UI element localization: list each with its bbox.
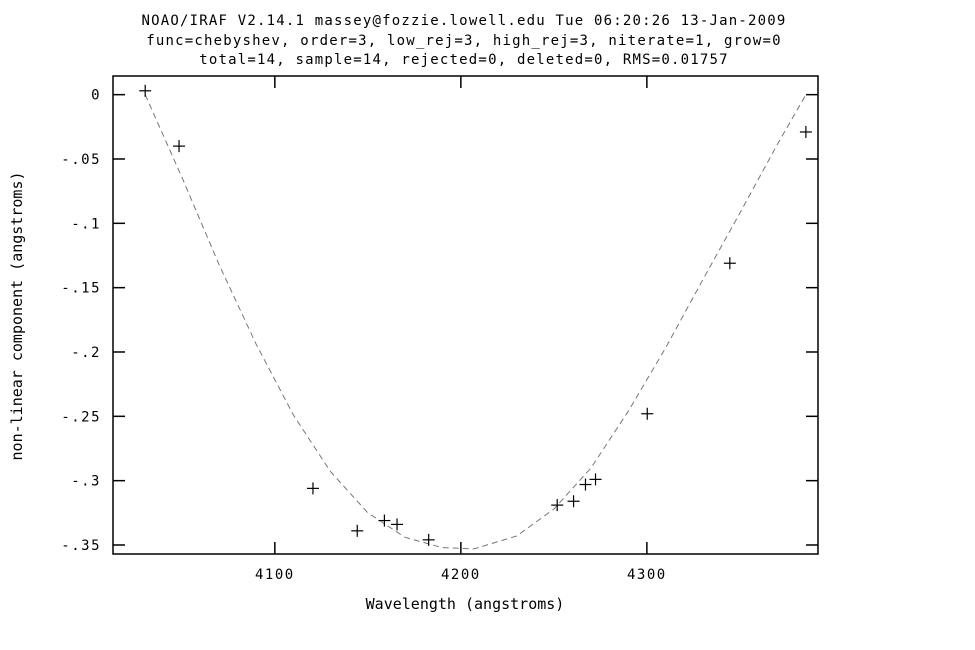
data-point bbox=[378, 514, 391, 527]
x-axis-label: Wavelength (angstroms) bbox=[366, 595, 565, 613]
data-point bbox=[799, 125, 812, 138]
x-tick-label: 4300 bbox=[627, 567, 667, 583]
header-line-2: func=chebyshev, order=3, low_rej=3, high… bbox=[146, 33, 782, 49]
data-point bbox=[579, 478, 592, 491]
x-tick-label: 4200 bbox=[441, 567, 481, 583]
data-point bbox=[306, 482, 319, 495]
y-tick-label: -.05 bbox=[61, 152, 101, 168]
y-tick-label: -.35 bbox=[61, 538, 101, 554]
y-tick-label: -.15 bbox=[61, 281, 101, 297]
y-tick-label: -.25 bbox=[61, 409, 101, 425]
data-point bbox=[641, 407, 654, 420]
header-line-1: NOAO/IRAF V2.14.1 massey@fozzie.lowell.e… bbox=[141, 13, 786, 29]
y-axis-label: non-linear component (angstroms) bbox=[8, 172, 26, 461]
data-point bbox=[589, 473, 602, 486]
y-tick-label: 0 bbox=[91, 88, 101, 104]
y-tick-label: -.1 bbox=[71, 216, 101, 232]
header-line-3: total=14, sample=14, rejected=0, deleted… bbox=[199, 52, 729, 68]
data-point bbox=[723, 257, 736, 270]
data-point bbox=[422, 533, 435, 546]
y-tick-label: -.3 bbox=[71, 474, 101, 490]
data-point bbox=[391, 518, 404, 531]
plot-frame bbox=[112, 75, 819, 555]
y-axis-ticks: 0 -.05 -.1 -.15 -.2 -.25 -.3 -.35 bbox=[61, 88, 818, 554]
data-point bbox=[351, 524, 364, 537]
data-point bbox=[567, 495, 580, 508]
plot-header: NOAO/IRAF V2.14.1 massey@fozzie.lowell.e… bbox=[141, 13, 786, 68]
fit-curve bbox=[144, 94, 807, 550]
y-tick-label: -.2 bbox=[71, 345, 101, 361]
data-point bbox=[551, 499, 564, 512]
data-point bbox=[139, 84, 152, 97]
data-point bbox=[173, 140, 186, 153]
x-tick-label: 4100 bbox=[255, 567, 295, 583]
x-axis-ticks: 4100 4200 4300 bbox=[255, 76, 667, 583]
data-points bbox=[139, 84, 812, 546]
